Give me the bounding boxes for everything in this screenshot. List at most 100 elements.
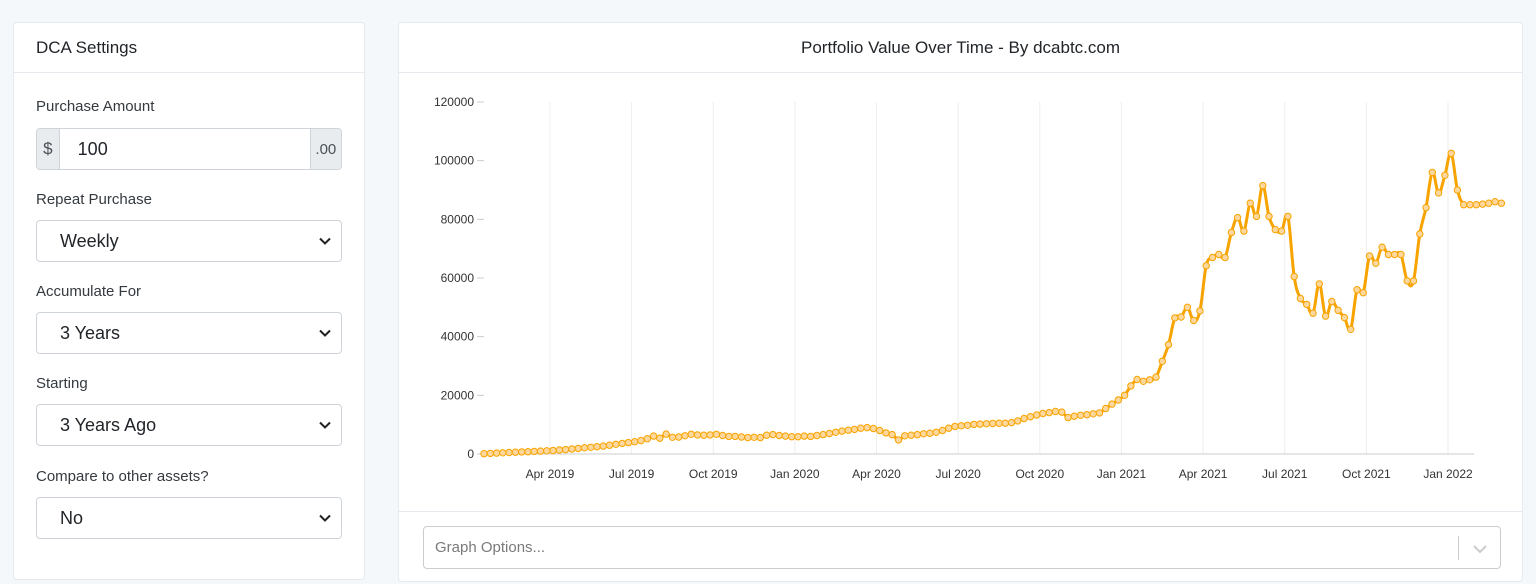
data-point [832,428,840,436]
data-point [1152,373,1160,381]
data-point [492,449,501,457]
data-point [1277,227,1286,235]
data-point [1014,417,1022,425]
data-point [976,420,984,428]
data-point [1359,289,1367,297]
y-tick-label: 40000 [441,330,475,344]
data-point [750,433,758,441]
portfolio-line-chart[interactable]: 0 20000 40000 60000 80000 100000 120000 Apr 201… [399,73,1522,511]
y-tick-label: 0 [467,447,474,461]
data-point [1365,252,1374,260]
data-point [781,432,790,440]
data-point [788,433,796,441]
data-point [574,444,582,453]
data-point [762,431,771,439]
data-point [1020,414,1028,423]
data-point [794,433,802,441]
chevron-down-icon [319,512,331,524]
purchase-amount-group: $ .00 [36,128,342,170]
purchase-amount-label: Purchase Amount [36,98,155,115]
data-point [756,433,764,442]
data-point [1058,408,1066,416]
compare-assets-value: No [60,507,84,528]
x-tick-label: Oct 2019 [689,467,738,481]
data-point [1164,340,1173,349]
chart-gridlines [549,102,1449,454]
data-point [857,424,865,432]
data-point [989,419,997,428]
repeat-purchase-value: Weekly [60,230,119,251]
data-point [926,429,934,437]
data-point [725,432,733,441]
data-point [1434,189,1443,197]
accumulate-for-select[interactable]: 3 Years [36,312,342,354]
data-point [1403,277,1411,285]
data-point [995,419,1003,427]
data-point [536,447,545,455]
data-point [1315,280,1323,288]
chevron-down-icon [319,419,331,431]
data-point [668,433,677,441]
portfolio-chart-panel: Portfolio Value Over Time - By dcabtc.co… [398,22,1523,582]
data-point [1340,313,1349,322]
data-point [963,421,972,429]
compare-assets-select[interactable]: No [36,497,342,539]
data-point [631,438,639,446]
compare-assets-label: Compare to other assets? [36,468,209,485]
y-tick-label: 100000 [434,154,474,168]
data-point [681,432,689,440]
x-tick-label: Jan 2022 [1423,467,1473,481]
repeat-purchase-label: Repeat Purchase [36,191,152,208]
data-point [919,430,928,438]
data-point [499,449,507,457]
chevron-down-icon [319,327,331,339]
graph-options-placeholder: Graph Options... [435,539,546,556]
chart-series [480,149,1506,458]
data-point [1221,253,1229,262]
data-point [1039,409,1047,418]
x-tick-label: Jul 2020 [935,467,981,481]
data-point [643,435,652,443]
data-point [844,426,852,434]
chevron-down-icon[interactable] [1472,541,1488,558]
data-point [813,431,821,440]
data-point [1372,259,1380,268]
data-point [850,425,859,434]
data-point [1397,250,1405,259]
data-point [806,432,815,441]
data-point [825,429,834,438]
data-point [863,423,871,432]
x-tick-label: Apr 2019 [526,467,575,481]
data-point [530,447,538,456]
data-point [618,439,626,448]
data-point [524,448,532,456]
x-tick-label: Oct 2020 [1015,467,1064,481]
data-point [1196,307,1204,315]
data-point [1284,212,1292,221]
purchase-amount-input[interactable] [59,129,310,169]
data-point [1177,313,1185,321]
starting-select[interactable]: 3 Years Ago [36,404,342,446]
data-point [1158,357,1166,365]
data-point [1190,316,1198,325]
data-point [1497,199,1506,207]
y-tick-label: 20000 [441,388,475,402]
dca-settings-panel: DCA Settings Purchase Amount $ .00 Repea… [13,22,365,580]
data-point [1252,212,1261,221]
repeat-purchase-select[interactable]: Weekly [36,220,342,262]
y-tick-label: 120000 [434,95,474,109]
data-point [1353,286,1361,294]
graph-options-select[interactable]: Graph Options... [423,526,1501,569]
data-point [945,424,953,432]
data-point [901,432,909,440]
data-point [1441,171,1449,180]
y-tick-label: 80000 [441,212,475,226]
data-point [687,430,695,438]
data-point [1472,201,1481,209]
data-point [1083,411,1091,419]
starting-label: Starting [36,375,88,392]
data-point [1409,277,1418,285]
data-point [1007,418,1016,427]
series-line [483,151,1502,456]
data-point [1246,199,1254,207]
